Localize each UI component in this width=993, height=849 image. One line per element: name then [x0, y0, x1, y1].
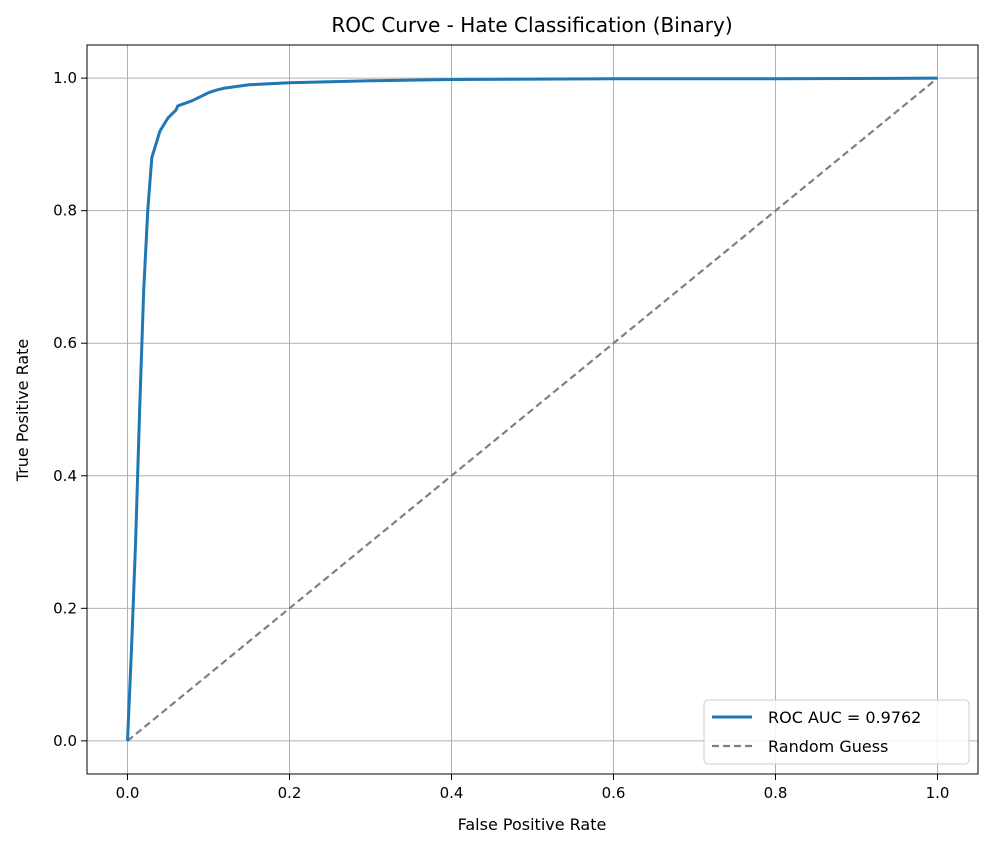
x-tick-label: 0.8	[764, 784, 788, 802]
y-tick-label: 0.4	[53, 467, 77, 485]
x-tick-label: 0.0	[116, 784, 140, 802]
x-tick-label: 0.2	[278, 784, 302, 802]
series-roc-line	[126, 76, 938, 741]
y-tick-label: 0.6	[53, 334, 77, 352]
x-tick-label: 0.4	[440, 784, 464, 802]
y-tick-label: 0.2	[53, 599, 77, 617]
grid	[87, 45, 978, 774]
chart-title: ROC Curve - Hate Classification (Binary)	[331, 13, 732, 37]
y-tick-label: 0.8	[53, 202, 77, 220]
legend: ROC AUC = 0.9762 Random Guess	[703, 699, 970, 765]
x-axis: 0.0 0.2 0.4 0.6 0.8 1.0	[116, 774, 950, 802]
y-tick-label: 0.0	[53, 732, 77, 750]
x-tick-label: 1.0	[926, 784, 950, 802]
y-axis-label: True Positive Rate	[13, 339, 32, 483]
legend-label-roc: ROC AUC = 0.9762	[768, 708, 921, 727]
y-axis: 0.0 0.2 0.4 0.6 0.8 1.0	[53, 69, 87, 750]
series-random-guess-line	[126, 77, 939, 742]
x-axis-label: False Positive Rate	[458, 815, 607, 834]
x-tick-label: 0.6	[602, 784, 626, 802]
legend-box	[703, 699, 970, 765]
legend-label-random: Random Guess	[768, 737, 888, 756]
plot-frame	[86, 44, 979, 775]
y-tick-label: 1.0	[53, 69, 77, 87]
plot-area	[126, 76, 939, 742]
